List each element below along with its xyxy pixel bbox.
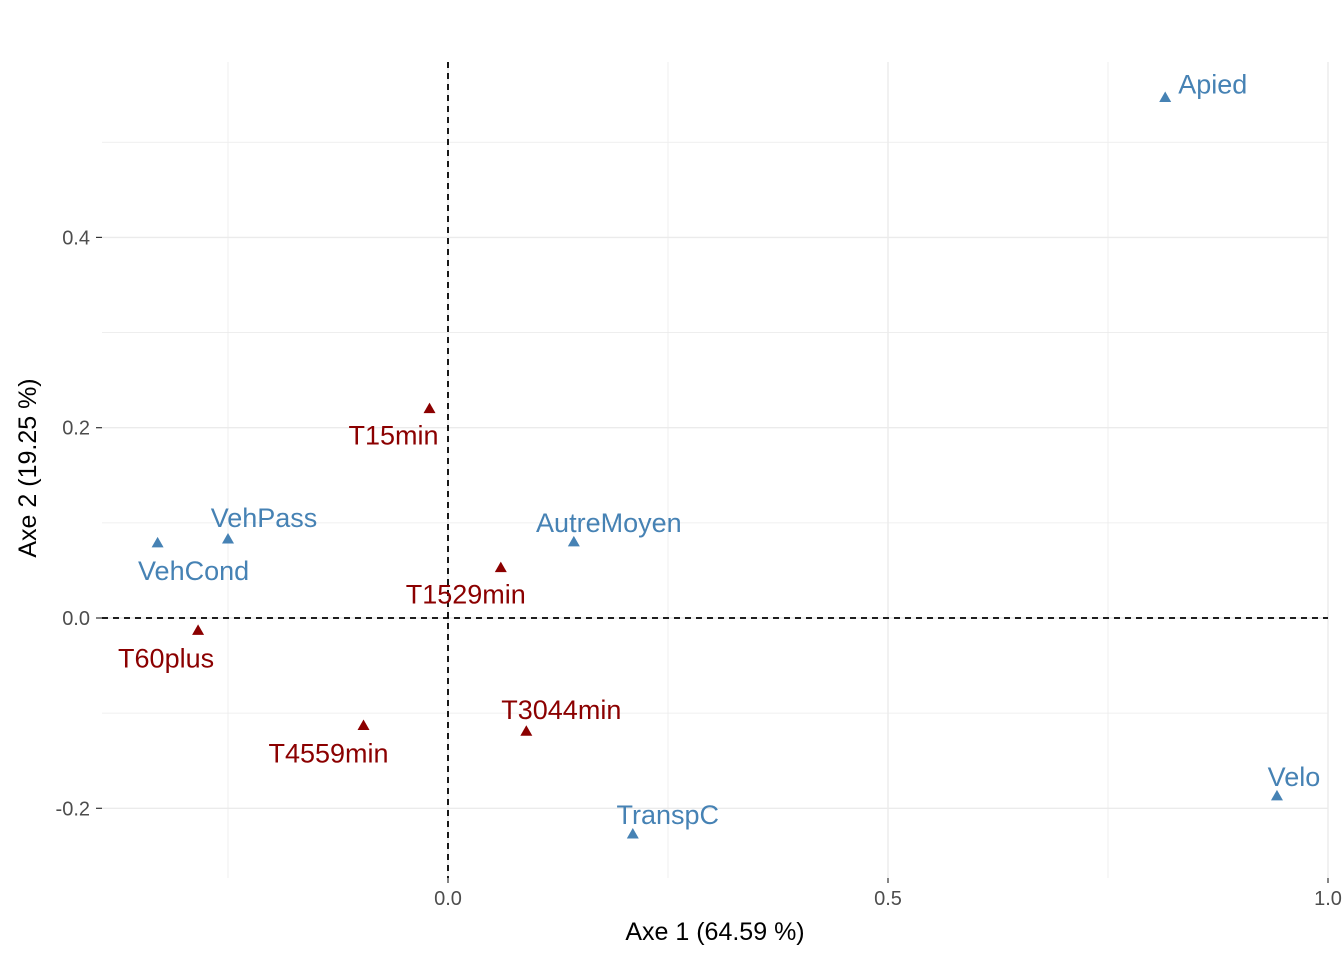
x-axis-title: Axe 1 (64.59 %) [625,918,804,946]
reference-lines [102,62,1328,878]
point-marker [423,402,436,414]
x-tick-label: 0.5 [874,888,902,910]
point-label: VehCond [138,556,249,586]
point-label: Velo [1268,762,1321,792]
point-marker [192,624,205,635]
y-tick-label: 0.4 [62,227,90,249]
point-marker [567,535,580,547]
point-marker [1159,91,1172,103]
data-labels: Apied Velo TranspC AutreMoyen VehPass VehCond… [118,70,1320,830]
point-marker [520,725,533,736]
point-label: T1529min [406,580,526,610]
point-label: TranspC [617,800,720,830]
point-marker [626,827,639,839]
y-tick-label: 0.2 [62,418,90,440]
point-label: T60plus [118,643,214,673]
point-label: T15min [349,421,439,451]
point-label: Apied [1178,70,1247,100]
y-axis-title: Axe 2 (19.25 %) [14,378,42,557]
x-tick-label: 1.0 [1314,888,1342,910]
point-marker [151,536,164,548]
point-marker [357,719,370,731]
axis-ticks: 0.0 0.5 1.0 -0.2 0.0 0.2 0.4 [56,227,1342,910]
point-label: AutreMoyen [536,508,682,538]
point-label: T4559min [268,739,388,769]
point-marker [494,561,507,573]
grid [102,62,1329,878]
point-marker [1270,789,1283,801]
point-label: VehPass [211,503,318,533]
y-tick-label: 0.0 [62,608,90,630]
data-points [151,91,1283,839]
x-tick-label: 0.0 [434,888,462,910]
y-tick-label: -0.2 [56,798,90,820]
point-marker [222,533,234,544]
point-label: T3044min [501,695,621,725]
